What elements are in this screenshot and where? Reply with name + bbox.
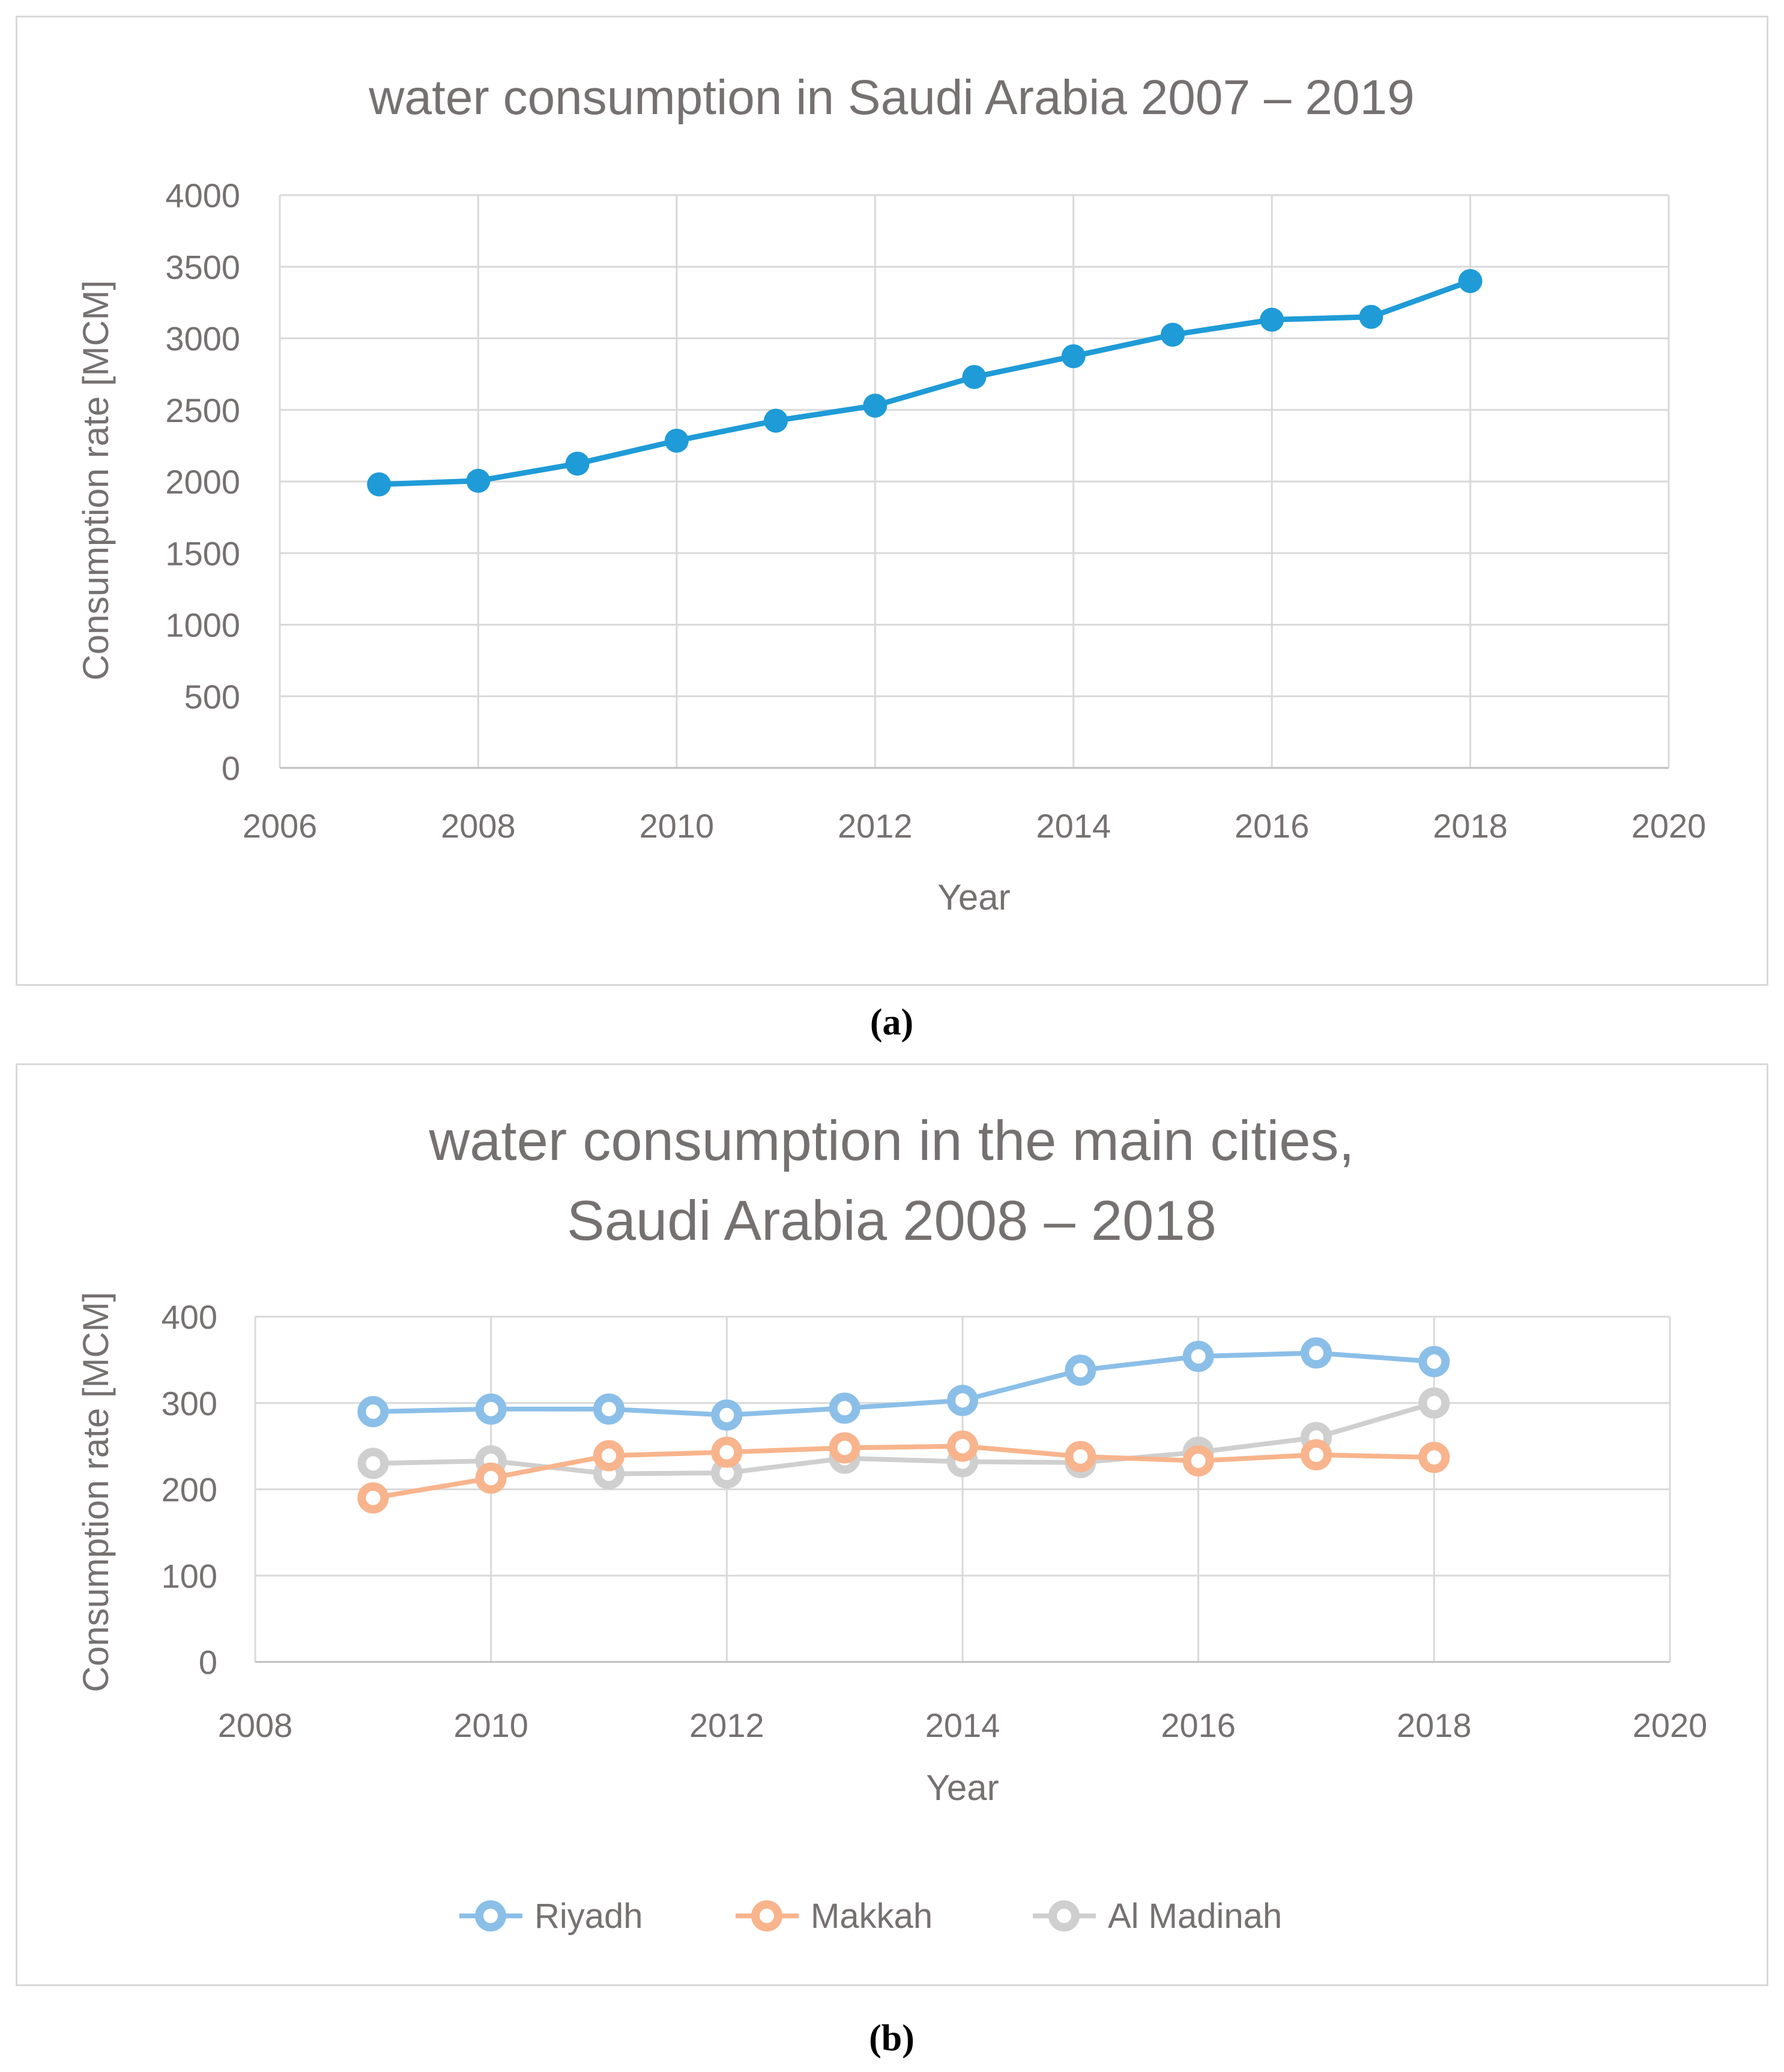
data-point-saudi-arabia bbox=[764, 408, 788, 433]
caption-a: (a) bbox=[869, 1002, 914, 1043]
legend-label-makkah: Makkah bbox=[811, 1897, 933, 1936]
x-tick-label-a: 2010 bbox=[640, 807, 715, 845]
chart-title-b-line-1: water consumption in the main cities, bbox=[428, 1109, 1354, 1172]
x-tick-label-b: 2020 bbox=[1633, 1706, 1708, 1744]
y-tick-label-a: 2000 bbox=[165, 463, 240, 501]
y-tick-label-a: 4000 bbox=[165, 177, 240, 214]
legend-label-al-madinah: Al Madinah bbox=[1108, 1897, 1282, 1936]
data-point-makkah bbox=[593, 1440, 624, 1472]
data-point-riyadh bbox=[357, 1396, 389, 1428]
data-point-saudi-arabia bbox=[863, 393, 887, 418]
y-tick-label-b: 0 bbox=[199, 1643, 217, 1681]
data-point-makkah bbox=[1182, 1445, 1214, 1477]
data-point-riyadh bbox=[593, 1393, 624, 1425]
x-tick-label-a: 2020 bbox=[1631, 807, 1707, 845]
data-point-saudi-arabia bbox=[1260, 307, 1284, 332]
y-tick-label-a: 3500 bbox=[165, 248, 240, 286]
data-point-saudi-arabia bbox=[565, 452, 590, 476]
y-tick-label-b: 400 bbox=[162, 1298, 217, 1336]
x-tick-label-a: 2016 bbox=[1235, 807, 1310, 845]
series-line-makkah bbox=[372, 1443, 1435, 1500]
y-axis-label-a: Consumption rate [MCM] bbox=[76, 280, 116, 681]
chart-title-b-line-2: Saudi Arabia 2008 – 2018 bbox=[567, 1189, 1217, 1252]
data-point-saudi-arabia bbox=[1458, 269, 1483, 294]
x-tick-label-a: 2006 bbox=[243, 807, 318, 845]
data-point-riyadh bbox=[1065, 1355, 1096, 1386]
data-point-makkah bbox=[947, 1430, 978, 1462]
data-point-saudi-arabia bbox=[1160, 322, 1185, 347]
data-point-saudi-arabia bbox=[466, 468, 491, 493]
y-tick-label-a: 1000 bbox=[165, 606, 240, 644]
data-point-al-madinah bbox=[357, 1448, 389, 1479]
chart-panel-a bbox=[16, 16, 1768, 986]
chart-title-a-line-1: water consumption in Saudi Arabia 2007 –… bbox=[368, 70, 1414, 125]
y-tick-label-a: 3000 bbox=[165, 320, 240, 358]
y-axis-label-b: Consumption rate [MCM] bbox=[76, 1292, 116, 1693]
legend-label-riyadh: Riyadh bbox=[534, 1897, 643, 1936]
y-tick-label-b: 300 bbox=[162, 1385, 217, 1422]
data-point-makkah bbox=[711, 1436, 743, 1468]
chart-panel-b bbox=[16, 1063, 1768, 1986]
caption-b: (b) bbox=[869, 2018, 915, 2059]
series-line-riyadh bbox=[373, 1350, 1435, 1418]
data-point-riyadh bbox=[947, 1385, 978, 1416]
data-point-makkah bbox=[829, 1432, 860, 1464]
data-point-saudi-arabia bbox=[962, 364, 987, 389]
series-line-al-madinah bbox=[373, 1400, 1435, 1476]
data-point-saudi-arabia bbox=[367, 472, 392, 497]
data-point-saudi-arabia bbox=[1061, 344, 1086, 369]
x-tick-label-b: 2014 bbox=[925, 1706, 1000, 1744]
data-point-riyadh bbox=[1182, 1341, 1214, 1373]
series-line-saudi-arabia bbox=[379, 278, 1472, 488]
y-tick-label-a: 1500 bbox=[165, 534, 240, 572]
data-point-makkah bbox=[1301, 1439, 1332, 1470]
x-tick-label-b: 2012 bbox=[689, 1706, 764, 1744]
data-point-riyadh bbox=[829, 1392, 860, 1424]
data-point-makkah bbox=[357, 1482, 389, 1514]
x-tick-label-a: 2008 bbox=[441, 807, 516, 845]
y-tick-label-a: 500 bbox=[184, 678, 240, 716]
x-tick-label-b: 2016 bbox=[1161, 1706, 1236, 1744]
x-tick-label-b: 2008 bbox=[218, 1706, 293, 1744]
legend-marker-riyadh bbox=[475, 1900, 506, 1932]
data-point-al-madinah bbox=[1418, 1387, 1450, 1419]
x-axis-label-a: Year bbox=[937, 877, 1010, 917]
x-tick-label-a: 2012 bbox=[838, 807, 913, 845]
x-axis-label-b: Year bbox=[926, 1768, 999, 1808]
data-point-makkah bbox=[1065, 1440, 1096, 1472]
data-point-riyadh bbox=[1418, 1346, 1450, 1377]
data-point-makkah bbox=[475, 1462, 507, 1494]
y-tick-label-a: 2500 bbox=[165, 391, 240, 429]
x-tick-label-b: 2010 bbox=[453, 1706, 528, 1744]
x-tick-label-a: 2014 bbox=[1036, 807, 1111, 845]
legend-marker-al-madinah bbox=[1048, 1900, 1080, 1932]
x-tick-label-b: 2018 bbox=[1397, 1706, 1472, 1744]
data-point-saudi-arabia bbox=[664, 429, 689, 453]
legend-marker-makkah bbox=[751, 1900, 782, 1932]
data-point-makkah bbox=[1418, 1442, 1450, 1473]
y-tick-label-a: 0 bbox=[222, 749, 240, 787]
data-point-riyadh bbox=[475, 1393, 507, 1425]
y-tick-label-b: 100 bbox=[162, 1557, 217, 1595]
x-tick-label-a: 2018 bbox=[1433, 807, 1508, 845]
data-point-saudi-arabia bbox=[1359, 304, 1383, 329]
data-point-riyadh bbox=[1301, 1337, 1332, 1369]
y-tick-label-b: 200 bbox=[162, 1471, 217, 1509]
data-point-riyadh bbox=[711, 1399, 743, 1431]
